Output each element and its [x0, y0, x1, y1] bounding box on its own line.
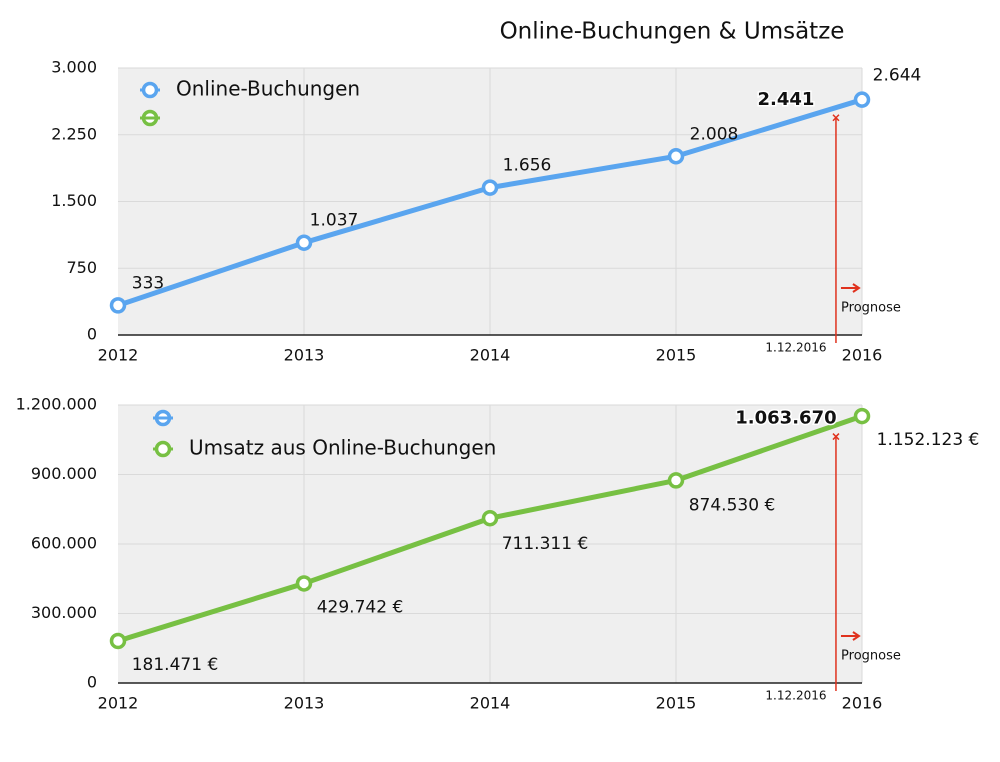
data-point — [109, 632, 127, 650]
y-tick-label: 1.200.000 — [16, 395, 97, 414]
data-point — [109, 297, 127, 314]
data-point — [853, 91, 871, 108]
x-tick-label: 2014 — [470, 346, 511, 365]
x-tick-label: 2012 — [98, 694, 139, 713]
data-label: 333 — [132, 273, 164, 293]
x-tick-label: 2015 — [656, 346, 697, 365]
data-label: 181.471 € — [132, 655, 219, 675]
data-label: 1.656 — [503, 156, 552, 176]
data-point — [853, 407, 871, 425]
y-tick-label: 600.000 — [31, 534, 97, 553]
forecast-text: Prognose — [841, 649, 901, 664]
legend-label: Online-Buchungen — [176, 77, 360, 101]
x-tick-label: 2016 — [842, 694, 883, 713]
forecast-value: 1.063.670 — [735, 408, 836, 429]
page-title: Online-Buchungen & Umsätze — [500, 19, 845, 45]
legend-marker — [154, 440, 172, 458]
data-label: 711.311 € — [502, 534, 589, 554]
y-tick-label: 300.000 — [31, 603, 97, 622]
y-tick-label: 750 — [66, 258, 97, 277]
data-point — [481, 509, 499, 527]
x-tick-label: 2013 — [284, 694, 325, 713]
data-point — [295, 575, 313, 592]
data-label: 2.644 — [873, 66, 922, 86]
x-tick-label: 2013 — [284, 346, 325, 365]
data-point — [295, 234, 313, 251]
data-point — [667, 472, 685, 489]
data-label: 1.037 — [310, 211, 359, 231]
x-tick-label: 2014 — [470, 694, 511, 713]
data-label: 2.008 — [690, 124, 739, 144]
forecast-arrow — [840, 631, 861, 641]
y-tick-label: 1.500 — [51, 191, 97, 210]
y-tick-label: 3.000 — [51, 58, 97, 77]
y-tick-label: 2.250 — [51, 124, 97, 143]
x-tick-label: 2012 — [98, 346, 139, 365]
forecast-marker — [832, 433, 840, 441]
data-label: 874.530 € — [689, 495, 776, 515]
forecast-date: 1.12.2016 — [765, 689, 826, 703]
y-tick-label: 0 — [87, 673, 97, 692]
forecast-text: Prognose — [841, 301, 901, 316]
data-label: 429.742 € — [317, 597, 404, 617]
data-point — [667, 148, 685, 165]
y-tick-label: 900.000 — [31, 464, 97, 483]
legend-label: Umsatz aus Online-Buchungen — [189, 436, 496, 460]
legend-marker — [141, 81, 159, 99]
data-point — [481, 179, 499, 196]
data-label: 1.152.123 € — [877, 430, 980, 450]
forecast-date: 1.12.2016 — [765, 341, 826, 355]
forecast-arrow — [840, 283, 861, 293]
x-tick-label: 2015 — [656, 694, 697, 713]
x-tick-label: 2016 — [842, 346, 883, 365]
y-tick-label: 0 — [87, 325, 97, 344]
forecast-value: 2.441 — [757, 89, 814, 110]
forecast-marker — [832, 114, 840, 122]
